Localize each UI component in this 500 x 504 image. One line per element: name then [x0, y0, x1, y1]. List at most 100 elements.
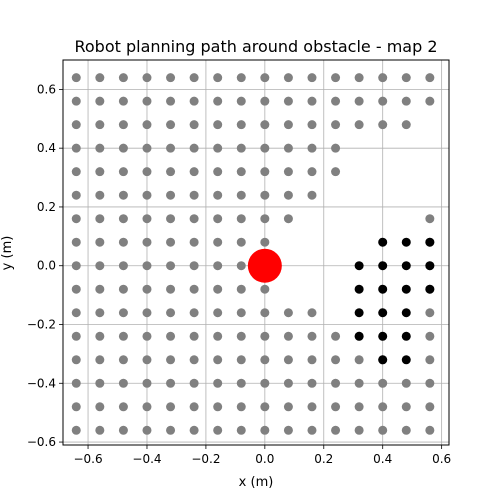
free-cell-point: [307, 96, 317, 106]
path-point: [425, 284, 435, 294]
y-axis-label: y (m): [0, 236, 15, 271]
free-cell-point: [71, 284, 81, 294]
free-cell-point: [189, 355, 199, 365]
free-cell-point: [331, 73, 341, 83]
x-tick-label: 0.6: [432, 452, 451, 466]
x-axis-label: x (m): [239, 475, 274, 490]
free-cell-point: [213, 237, 223, 247]
path-point: [378, 355, 388, 365]
free-cell-point: [189, 120, 199, 130]
path-point: [354, 331, 364, 341]
free-cell-point: [260, 120, 270, 130]
free-cell-point: [401, 425, 411, 435]
y-tick-label: −0.2: [27, 318, 56, 332]
free-cell-point: [354, 402, 364, 412]
free-cell-point: [331, 167, 341, 177]
free-cell-point: [71, 425, 81, 435]
free-cell-point: [118, 261, 128, 271]
free-cell-point: [213, 402, 223, 412]
free-cell-point: [166, 190, 176, 200]
path-point: [401, 237, 411, 247]
x-tick-label: −0.2: [191, 452, 220, 466]
free-cell-point: [425, 402, 435, 412]
free-cell-point: [166, 331, 176, 341]
free-cell-point: [307, 402, 317, 412]
free-cell-point: [283, 96, 293, 106]
free-cell-point: [189, 425, 199, 435]
path-point: [354, 308, 364, 318]
free-cell-point: [236, 190, 246, 200]
obstacle-marker: [247, 248, 282, 283]
free-cell-point: [189, 308, 199, 318]
free-cell-point: [142, 237, 152, 247]
free-cell-point: [166, 167, 176, 177]
free-cell-point: [189, 402, 199, 412]
free-cell-point: [189, 378, 199, 388]
free-cell-point: [331, 96, 341, 106]
free-cell-point: [236, 308, 246, 318]
free-cell-point: [118, 355, 128, 365]
free-cell-point: [213, 214, 223, 224]
x-tick-label: 0.0: [255, 452, 274, 466]
free-cell-point: [166, 355, 176, 365]
free-cell-point: [189, 284, 199, 294]
free-cell-point: [142, 308, 152, 318]
free-cell-point: [401, 120, 411, 130]
path-point: [401, 331, 411, 341]
free-cell-point: [142, 73, 152, 83]
free-cell-point: [260, 237, 270, 247]
free-cell-point: [71, 378, 81, 388]
free-cell-point: [189, 190, 199, 200]
free-cell-point: [166, 308, 176, 318]
free-cell-point: [378, 378, 388, 388]
free-cell-point: [260, 402, 270, 412]
y-tick-label: 0.0: [37, 259, 56, 273]
free-cell-point: [401, 378, 411, 388]
path-point: [401, 355, 411, 365]
free-cell-point: [283, 120, 293, 130]
y-tick-label: 0.2: [37, 200, 56, 214]
free-cell-point: [236, 402, 246, 412]
free-cell-point: [71, 96, 81, 106]
free-cell-point: [260, 214, 270, 224]
path-point: [378, 308, 388, 318]
free-cell-point: [166, 378, 176, 388]
free-cell-point: [213, 96, 223, 106]
free-cell-point: [236, 120, 246, 130]
free-cell-point: [213, 331, 223, 341]
free-cell-point: [189, 214, 199, 224]
free-cell-point: [307, 308, 317, 318]
path-point: [401, 261, 411, 271]
free-cell-point: [354, 378, 364, 388]
free-cell-point: [71, 308, 81, 318]
free-cell-point: [71, 73, 81, 83]
free-cell-point: [189, 331, 199, 341]
free-cell-point: [95, 331, 105, 341]
free-cell-point: [260, 190, 270, 200]
free-cell-point: [118, 73, 128, 83]
free-cell-point: [425, 214, 435, 224]
free-cell-point: [283, 190, 293, 200]
free-cell-point: [354, 96, 364, 106]
free-cell-point: [166, 261, 176, 271]
path-point: [354, 261, 364, 271]
free-cell-point: [283, 355, 293, 365]
free-cell-point: [213, 167, 223, 177]
x-tick-label: 0.4: [373, 452, 392, 466]
free-cell-point: [307, 167, 317, 177]
free-cell-point: [142, 261, 152, 271]
free-cell-point: [378, 120, 388, 130]
free-cell-point: [213, 355, 223, 365]
free-cell-point: [307, 190, 317, 200]
free-cell-point: [189, 143, 199, 153]
free-cell-point: [283, 143, 293, 153]
free-cell-point: [71, 143, 81, 153]
free-cell-point: [307, 120, 317, 130]
y-tick-label: 0.4: [37, 141, 56, 155]
free-cell-point: [354, 73, 364, 83]
free-cell-point: [425, 331, 435, 341]
free-cell-point: [331, 355, 341, 365]
free-cell-point: [71, 355, 81, 365]
